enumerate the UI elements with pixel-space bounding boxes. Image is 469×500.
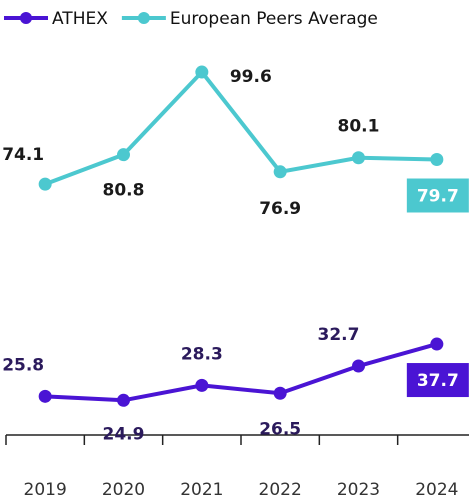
point <box>38 389 52 403</box>
x-tick-label: 2022 <box>259 480 302 500</box>
legend-label: ATHEX <box>52 9 108 29</box>
x-tick-label: 2024 <box>415 480 458 500</box>
legend-label: European Peers Average <box>170 9 378 29</box>
point <box>430 153 444 166</box>
point <box>352 359 365 373</box>
point <box>273 386 287 400</box>
x-tick-label: 2019 <box>24 480 67 500</box>
point <box>117 148 130 162</box>
point <box>117 393 130 407</box>
x-tick-label: 2020 <box>102 480 145 500</box>
data-label: 25.8 <box>2 355 44 375</box>
data-label-box <box>406 178 469 213</box>
data-label: 28.3 <box>181 344 223 364</box>
point <box>430 337 444 351</box>
point <box>38 177 52 191</box>
data-label: 37.7 <box>417 371 459 391</box>
data-label: 24.9 <box>103 424 145 444</box>
point <box>273 165 287 179</box>
data-label: 26.5 <box>259 419 301 439</box>
data-label: 99.6 <box>230 67 272 87</box>
series-line <box>45 342 438 403</box>
point <box>352 151 365 165</box>
data-label: 79.7 <box>417 187 459 207</box>
series-line <box>44 69 437 186</box>
legend-marker <box>20 12 32 24</box>
data-label: 32.7 <box>318 325 360 345</box>
point <box>195 65 209 79</box>
data-label: 74.1 <box>2 145 44 165</box>
data-label-box <box>406 363 469 398</box>
data-label: 80.1 <box>338 117 380 137</box>
x-tick-label: 2023 <box>337 480 380 500</box>
data-label: 80.8 <box>103 181 145 201</box>
x-tick-label: 2021 <box>180 480 223 500</box>
point <box>195 378 209 392</box>
legend-marker <box>137 12 150 24</box>
data-label: 76.9 <box>259 199 301 219</box>
